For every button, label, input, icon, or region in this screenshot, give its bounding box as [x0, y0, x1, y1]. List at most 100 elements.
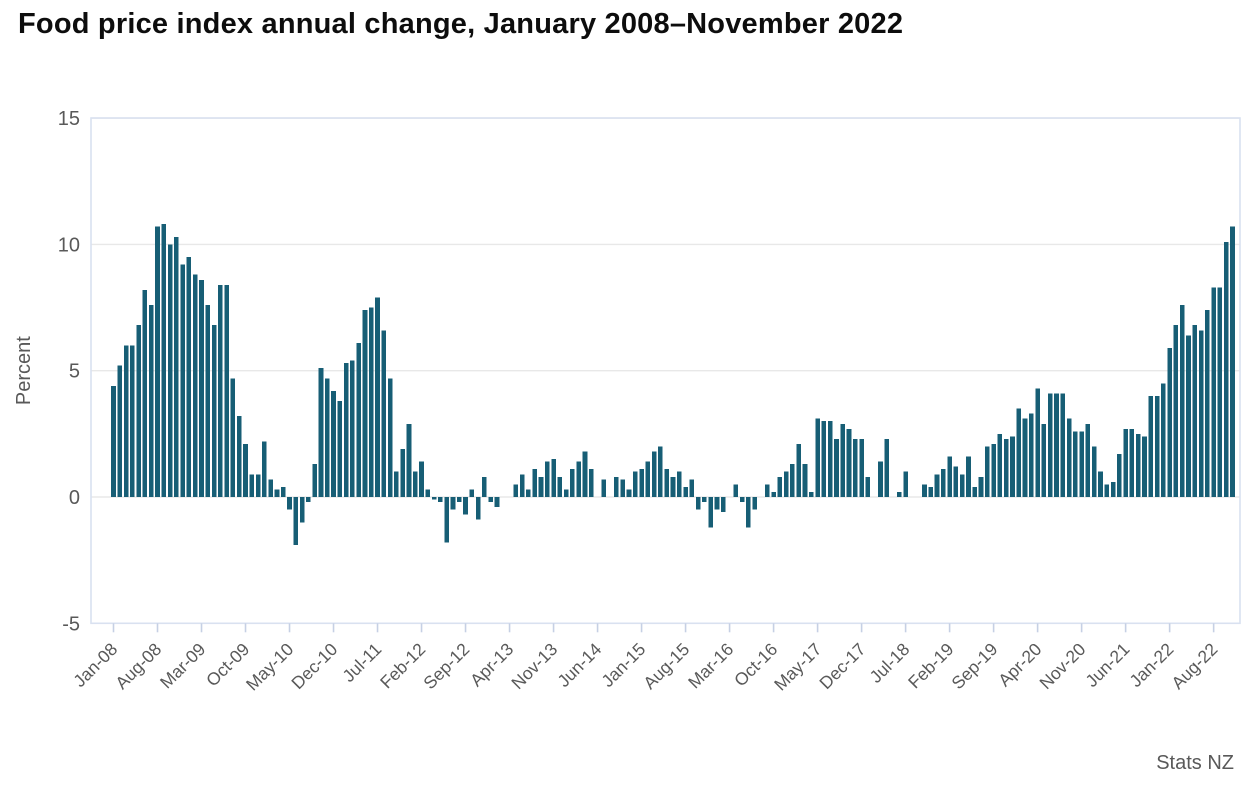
x-tick-label-Jan-15: Jan-15	[597, 639, 649, 691]
x-tick-label-Sep-12: Sep-12	[419, 639, 473, 693]
bar-month-67	[532, 469, 537, 497]
bar-month-109	[796, 443, 802, 497]
bar-month-93	[695, 497, 701, 510]
bar-month-177	[1223, 241, 1229, 497]
bar-month-36	[337, 401, 343, 497]
bar-month-60	[488, 497, 493, 503]
bar-month-91	[683, 486, 688, 497]
x-tick-label-Feb-19: Feb-19	[904, 639, 957, 692]
plot-border	[90, 117, 1241, 625]
bar-month-114	[827, 421, 833, 497]
bar-month-118	[853, 438, 858, 497]
bar-month-138	[978, 476, 984, 497]
bar-month-33	[318, 368, 324, 497]
bar-month-110	[802, 464, 808, 497]
y-tick-label--5: -5	[62, 613, 80, 635]
x-tick-label-Aug-22: Aug-22	[1167, 639, 1221, 693]
bar-month-10	[174, 236, 179, 497]
x-tick-label-Jan-08: Jan-08	[69, 639, 121, 691]
bar-month-37	[343, 363, 349, 497]
bar-month-99	[733, 484, 739, 497]
bar-month-168	[1167, 347, 1172, 497]
bar-month-64	[513, 484, 519, 497]
bar-month-147	[1035, 388, 1040, 497]
bar-month-4	[136, 325, 141, 497]
bar-month-169	[1173, 325, 1179, 497]
bar-month-175	[1211, 287, 1216, 497]
bar-month-20	[236, 416, 242, 497]
bar-month-129	[922, 484, 927, 497]
x-tick-label-May-17: May-17	[770, 639, 825, 694]
bar-month-158	[1104, 484, 1110, 497]
bar-month-73	[570, 469, 575, 497]
bar-month-120	[865, 476, 871, 497]
bar-month-156	[1091, 446, 1097, 497]
bar-month-49	[419, 461, 424, 497]
bar-month-46	[400, 449, 405, 497]
bar-month-6	[148, 305, 154, 497]
bar-month-152	[1066, 418, 1072, 497]
bar-month-115	[834, 438, 839, 497]
bar-month-16	[211, 325, 217, 497]
bar-month-150	[1054, 393, 1059, 497]
bar-month-92	[689, 479, 695, 497]
bar-month-11	[180, 264, 185, 497]
bar-month-54	[450, 497, 456, 510]
bar-month-59	[482, 476, 487, 497]
bar-month-142	[1003, 438, 1009, 497]
bar-month-88	[664, 469, 670, 497]
bar-month-135	[959, 474, 965, 497]
x-tick-label-Aug-15: Aug-15	[639, 639, 693, 693]
bar-month-58	[475, 497, 481, 520]
bar-month-48	[412, 471, 418, 497]
bar-month-56	[463, 497, 468, 515]
bar-month-113	[821, 421, 827, 497]
bar-month-163	[1135, 433, 1141, 497]
bar-month-117	[846, 428, 852, 497]
bar-month-25	[268, 479, 273, 497]
bar-month-141	[997, 433, 1003, 497]
bar-month-18	[224, 284, 229, 497]
bar-month-17	[218, 284, 223, 497]
bar-month-102	[752, 497, 758, 510]
bar-month-130	[928, 486, 934, 497]
bar-month-146	[1029, 413, 1034, 497]
y-tick-label-10: 10	[58, 234, 80, 256]
bar-month-105	[771, 491, 776, 497]
bar-month-155	[1085, 423, 1091, 497]
bar-month-12	[186, 257, 192, 497]
bar-month-71	[557, 476, 563, 497]
bar-month-26	[274, 489, 280, 497]
x-tick-label-Mar-09: Mar-09	[156, 639, 209, 692]
bar-month-57	[469, 489, 475, 497]
bar-month-76	[588, 469, 594, 497]
bar-month-84	[639, 469, 644, 497]
bar-month-97	[720, 497, 726, 513]
bar-month-153	[1073, 431, 1078, 497]
x-tick-label-May-10: May-10	[242, 639, 298, 695]
bar-month-39	[356, 342, 361, 497]
x-tick-label-Nov-20: Nov-20	[1035, 639, 1089, 693]
bar-month-170	[1179, 305, 1185, 497]
x-tick-label-Jun-14: Jun-14	[553, 639, 605, 691]
bar-month-30	[299, 497, 305, 523]
bar-month-137	[972, 486, 978, 497]
bar-month-166	[1154, 395, 1160, 497]
bar-month-8	[161, 224, 167, 497]
x-tick-label-Mar-16: Mar-16	[684, 639, 737, 692]
bar-month-13	[192, 274, 198, 497]
bar-month-125	[897, 491, 902, 497]
bar-month-29	[293, 497, 299, 545]
bar-month-122	[878, 461, 883, 497]
x-tick-label-Nov-13: Nov-13	[507, 639, 561, 693]
bar-month-0	[111, 385, 116, 497]
y-tick-label-15: 15	[58, 108, 80, 130]
bar-month-42	[375, 297, 380, 497]
bar-month-167	[1161, 383, 1166, 497]
bar-month-15	[205, 305, 211, 497]
bar-month-111	[809, 491, 814, 497]
bar-month-55	[456, 497, 462, 503]
bar-month-83	[632, 471, 638, 497]
bar-month-44	[387, 378, 393, 497]
